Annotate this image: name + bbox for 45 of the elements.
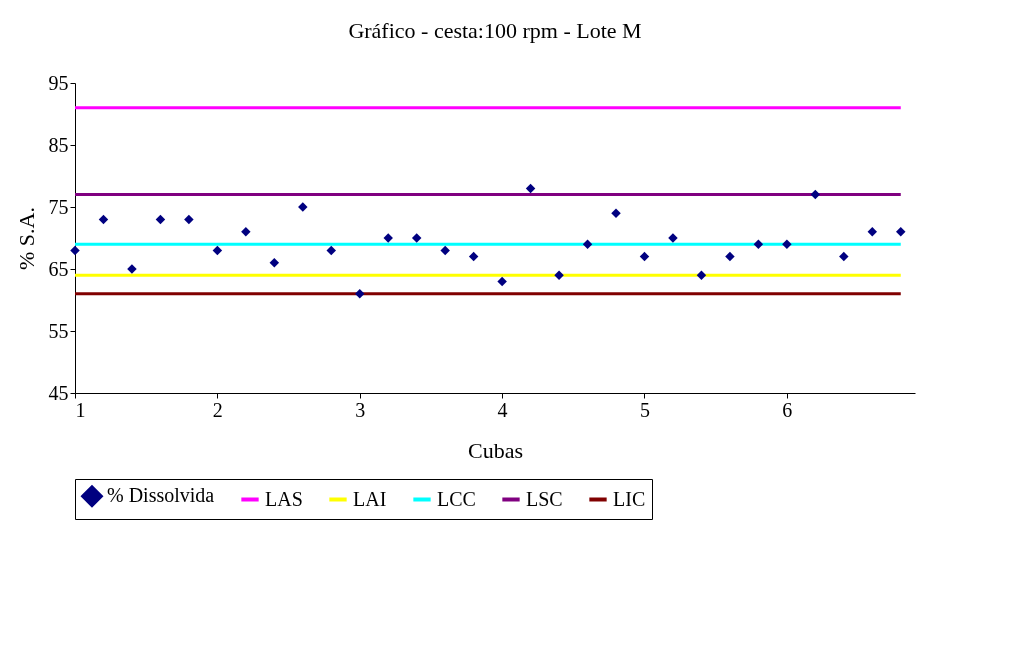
point — [70, 245, 80, 256]
point — [497, 276, 507, 287]
y-tick-label: 55 — [48, 319, 69, 342]
x-tick-label: 2 — [212, 398, 223, 421]
y-tick-label: 85 — [48, 133, 69, 156]
legend-label: LIC — [613, 487, 646, 510]
point — [582, 239, 593, 249]
point — [155, 214, 166, 225]
point — [525, 183, 536, 194]
point — [639, 251, 650, 262]
x-axis-title: Cubas — [468, 437, 523, 463]
point — [896, 227, 906, 237]
point — [696, 270, 707, 280]
point — [839, 251, 849, 262]
point — [326, 245, 337, 256]
point — [782, 239, 792, 249]
legend-label: % Dissolvida — [107, 484, 215, 507]
point — [355, 289, 365, 299]
x-tick-label: 5 — [639, 398, 650, 421]
legend-label: LAI — [353, 487, 387, 510]
legend-label: LSC — [526, 487, 563, 510]
point — [440, 245, 450, 256]
x-tick-label: 3 — [355, 398, 366, 421]
point — [269, 258, 280, 268]
point — [810, 189, 821, 200]
y-tick-label: 75 — [48, 195, 69, 218]
y-tick-label: 65 — [48, 257, 69, 280]
x-tick-label: 6 — [782, 398, 793, 421]
chart-title: Gráfico - cesta:100 rpm - Lote M — [348, 18, 642, 43]
y-tick-label: 45 — [48, 381, 69, 404]
x-tick-label: 1 — [75, 398, 86, 421]
legend-label: LCC — [437, 487, 476, 510]
x-tick-label: 4 — [497, 398, 508, 421]
legend-label: LAS — [265, 487, 303, 510]
point — [468, 251, 479, 262]
point — [98, 214, 109, 225]
point — [241, 227, 251, 237]
point — [725, 251, 735, 262]
y-axis-title: % S.A. — [13, 207, 39, 270]
point — [753, 239, 764, 249]
point — [184, 214, 194, 225]
point — [212, 245, 223, 256]
point — [867, 227, 878, 237]
y-tick-label: 95 — [48, 71, 69, 94]
point — [411, 233, 422, 243]
